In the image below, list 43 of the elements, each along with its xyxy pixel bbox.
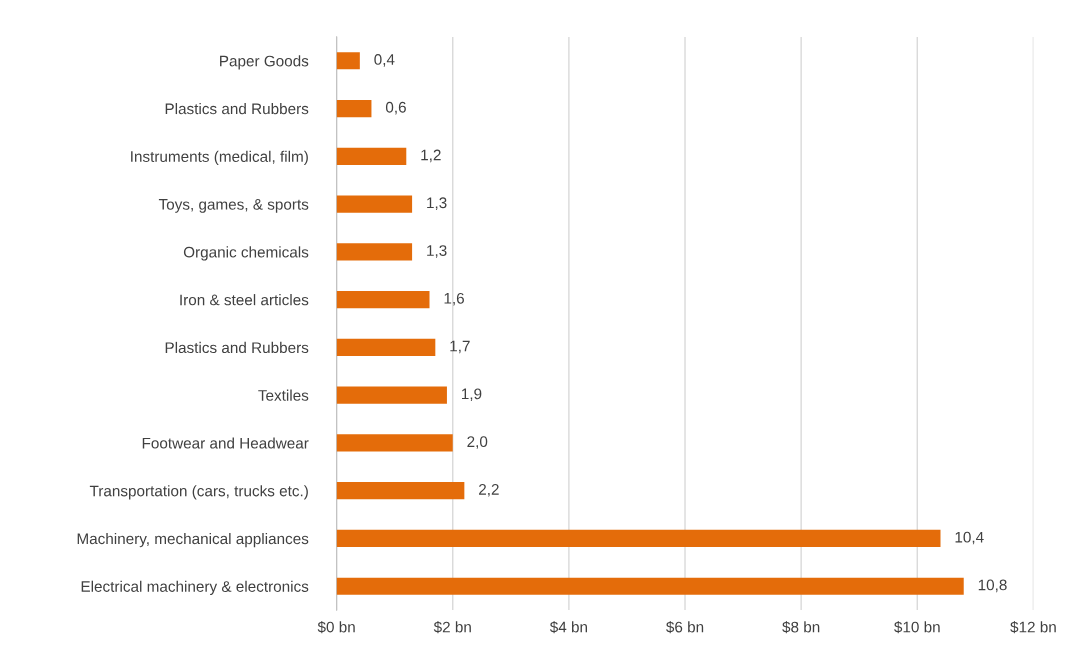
- bar: [336, 147, 407, 165]
- data-label: 1,9: [461, 388, 482, 402]
- bar: [336, 386, 447, 404]
- data-label: 0,6: [385, 101, 406, 115]
- x-tick-label: $8 bn: [782, 620, 820, 634]
- bar: [336, 291, 430, 309]
- y-tick-label: Textiles: [258, 389, 309, 401]
- y-tick-label: Plastics and Rubbers: [165, 103, 309, 115]
- data-label: 2,2: [479, 483, 499, 497]
- y-tick-label: Footwear and Headwear: [142, 437, 309, 449]
- x-tick-label: $2 bn: [433, 620, 471, 634]
- y-tick-label: Instruments (medical, film): [131, 150, 308, 165]
- bar: [336, 577, 964, 595]
- bar: [336, 434, 453, 452]
- y-tick-label: Transportation (cars, trucks etc.): [89, 485, 308, 500]
- data-label: 2,0: [467, 436, 488, 449]
- x-tick-label: $0 bn: [317, 620, 355, 634]
- x-tick-label: $4 bn: [549, 620, 587, 634]
- bar: [336, 99, 372, 118]
- data-label: 1,3: [427, 197, 447, 210]
- y-tick-label: Iron & steel articles: [180, 294, 309, 306]
- data-label: 1,2: [421, 149, 441, 163]
- data-label: 10,8: [978, 579, 1007, 593]
- x-tick-label: $12 bn: [1010, 620, 1056, 634]
- data-label: 1,7: [450, 340, 470, 354]
- y-tick-label: Electrical machinery & electronics: [81, 580, 309, 595]
- y-tick-label: Organic chemicals: [183, 246, 309, 261]
- y-tick-label: Toys, games, & sports: [158, 199, 309, 213]
- y-tick-label: Plastics and Rubbers: [165, 341, 309, 354]
- x-tick-label: $6 bn: [666, 620, 704, 634]
- bar: [336, 482, 465, 500]
- x-tick-label: $10 bn: [894, 620, 940, 634]
- data-label: 10,4: [955, 531, 984, 545]
- bar: [336, 338, 436, 356]
- bar: [336, 529, 941, 548]
- data-label: 1,3: [427, 245, 447, 258]
- data-label: 1,6: [444, 292, 464, 306]
- y-tick-label: Machinery, mechanical appliances: [77, 532, 309, 548]
- y-tick-label: Paper Goods: [220, 55, 309, 70]
- bar: [336, 243, 413, 261]
- bar: [336, 195, 413, 213]
- bar: [336, 52, 360, 70]
- data-label: 0,4: [374, 54, 395, 67]
